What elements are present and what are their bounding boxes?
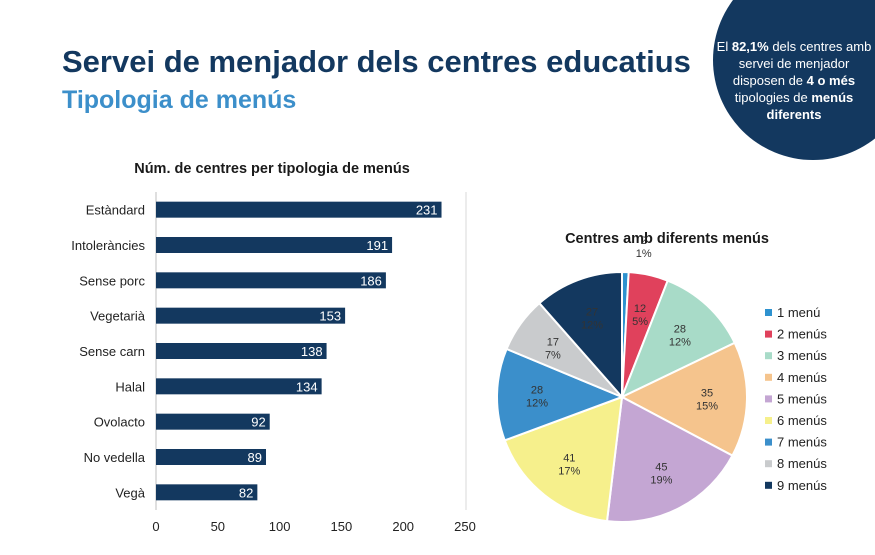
callout-text-1: El — [716, 39, 732, 54]
legend-label: 1 menú — [777, 305, 820, 320]
pie-slice-8 — [537, 270, 623, 400]
bar-value-label: 82 — [239, 485, 253, 500]
pie-slice-percent: 7% — [545, 349, 561, 361]
pie-slice-percent: 17% — [558, 466, 580, 478]
pie-slice-percent: 15% — [696, 401, 718, 413]
x-tick-label: 0 — [152, 519, 159, 534]
bar-value-label: 186 — [360, 273, 382, 288]
pie-group: 21%125%2812%3515%4519%4117%2812%177%2712… — [496, 235, 748, 523]
x-tick-label: 250 — [454, 519, 476, 534]
bar-0 — [156, 201, 442, 218]
bar-category-label: Vegetarià — [90, 309, 146, 324]
legend-swatch — [765, 373, 772, 381]
bar-1 — [156, 237, 393, 253]
bar-5 — [156, 378, 322, 395]
legend-label: 2 menús — [777, 327, 827, 342]
callout-emphasis: menús diferents — [766, 90, 854, 122]
bar-value-label: 134 — [296, 379, 318, 394]
pie-slice-value: 12 — [634, 303, 646, 315]
callout-text-3: tipologies de — [734, 90, 812, 105]
bars-group: Estàndard 231 Intoleràncies 191 Sense porc 18… — [71, 201, 442, 501]
bar-value-label: 138 — [301, 344, 323, 359]
pie-slice-percent: 19% — [650, 474, 672, 486]
bar-3 — [156, 307, 346, 324]
pie-slice-percent: 12% — [526, 397, 548, 409]
bar-category-label: Estàndard — [86, 203, 145, 218]
bar-value-label: 89 — [248, 450, 262, 465]
legend-label: 7 menús — [777, 435, 827, 450]
bar-2 — [156, 272, 386, 289]
pie-slice-2 — [620, 279, 737, 400]
bar-value-label: 153 — [319, 309, 341, 324]
bar-8 — [156, 484, 258, 501]
pie-chart-title: Centres amb diferents menús — [565, 231, 769, 247]
bar-4 — [156, 343, 327, 359]
pie-slice-value: 27 — [586, 306, 598, 318]
legend-swatch — [765, 460, 772, 468]
page-title: Servei de menjador dels centres educatiu… — [62, 44, 691, 79]
legend-swatch — [765, 309, 772, 316]
callout-threshold: 4 o més — [806, 73, 856, 88]
x-tick-label: 50 — [211, 519, 225, 534]
pie-slice-percent: 12% — [581, 319, 603, 331]
pie-slice-5 — [503, 395, 624, 523]
bar-category-label: Ovolacto — [94, 415, 145, 430]
bar-value-label: 92 — [251, 415, 265, 430]
pie-legend: 1 menú 2 menús 3 menús 4 menús 5 menús 6 menú… — [765, 305, 827, 493]
pie-slice-percent: 12% — [669, 337, 691, 349]
pie-slice-value: 17 — [547, 336, 559, 348]
x-tick-label: 200 — [392, 519, 414, 534]
pie-slice-value: 28 — [531, 384, 543, 396]
page-subtitle: Tipologia de menús — [62, 86, 297, 114]
bar-value-label: 191 — [366, 238, 388, 253]
pie-slice-percent: 5% — [632, 316, 648, 328]
pie-slice-value: 28 — [674, 324, 686, 336]
legend-swatch — [765, 438, 772, 446]
legend-label: 3 menús — [777, 348, 827, 363]
pie-slice-3 — [619, 341, 748, 457]
pie-slice-value: 2 — [641, 235, 647, 247]
pie-slice-4 — [605, 395, 734, 523]
legend-label: 8 menús — [777, 456, 827, 471]
callout-text-2: dels centres amb servei de menjador disp… — [732, 39, 872, 88]
legend-label: 5 menús — [777, 391, 827, 406]
legend-label: 6 menús — [777, 413, 827, 428]
legend-label: 4 menús — [777, 370, 827, 385]
bar-category-label: Sense porc — [79, 273, 145, 288]
pie-slice-percent: 1% — [636, 248, 652, 260]
pie-slice-value: 35 — [701, 388, 713, 400]
bar-chart: Núm. de centres per tipologia de menús E… — [71, 161, 476, 534]
bar-7 — [156, 449, 267, 465]
bar-category-label: Sense carn — [79, 344, 145, 359]
legend-swatch — [765, 352, 772, 360]
x-tick-label: 150 — [331, 519, 353, 534]
legend-swatch — [765, 481, 772, 489]
bar-6 — [156, 413, 270, 430]
bar-category-label: No vedella — [84, 450, 146, 465]
legend-label: 9 menús — [777, 478, 827, 493]
callout-text: El 82,1% dels centres amb servei de menj… — [713, 38, 875, 123]
legend-swatch — [765, 417, 772, 424]
bar-category-label: Intoleràncies — [71, 238, 145, 253]
pie-slice-value: 45 — [655, 461, 667, 473]
bar-category-label: Vegà — [115, 485, 145, 500]
bar-chart-title: Núm. de centres per tipologia de menús — [134, 161, 410, 177]
x-tick-label: 100 — [269, 519, 291, 534]
pie-slice-6 — [496, 347, 625, 442]
bar-category-label: Halal — [115, 379, 145, 394]
highlight-callout: El 82,1% dels centres amb servei de menj… — [713, 0, 875, 160]
pie-slice-value: 41 — [563, 453, 575, 465]
legend-swatch — [765, 330, 772, 338]
bar-value-label: 231 — [416, 203, 438, 218]
legend-swatch — [765, 395, 772, 403]
callout-percent: 82,1% — [731, 39, 769, 54]
